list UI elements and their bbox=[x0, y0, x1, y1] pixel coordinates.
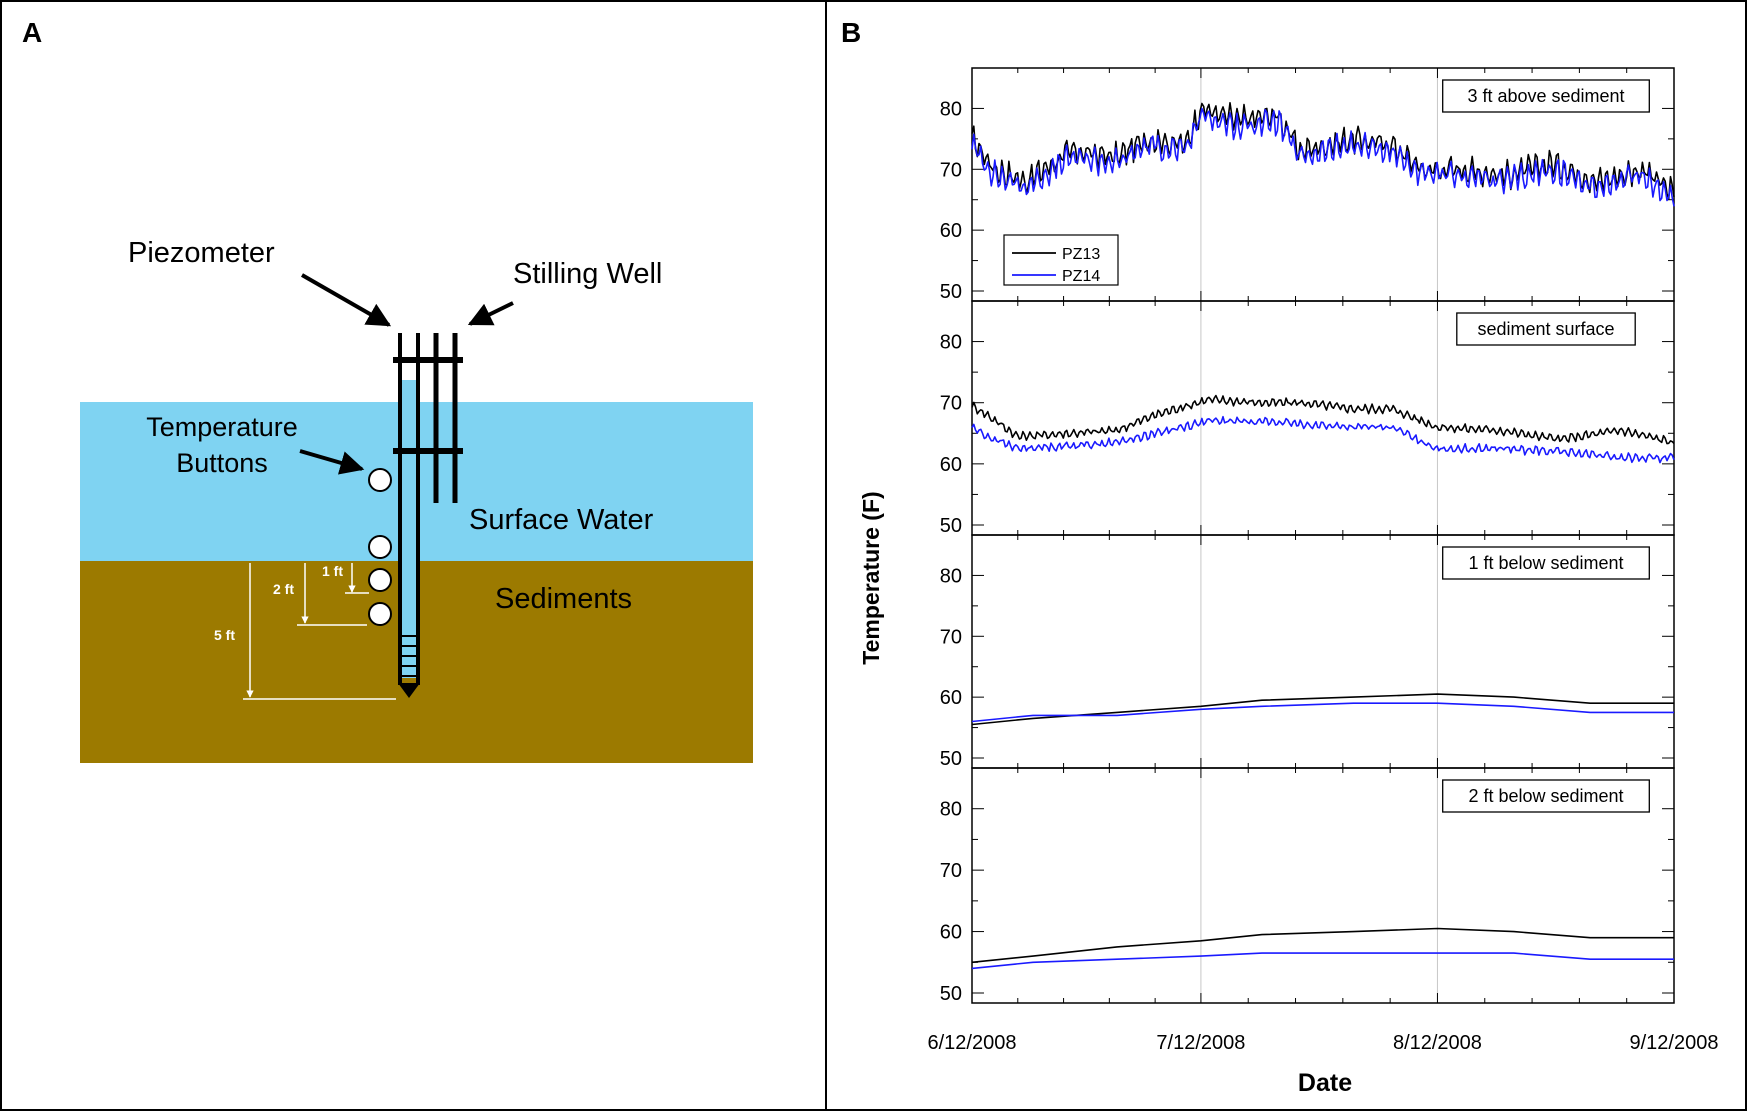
x-axis-label: Date bbox=[1298, 1069, 1352, 1097]
piezometer-pipe bbox=[398, 333, 420, 698]
stilling-well-label: Stilling Well bbox=[513, 258, 662, 290]
subplot: 50 60 70 80 3 ft above sediment PZ13 PZ14 bbox=[940, 67, 1675, 303]
subplot-label: sediment surface bbox=[1477, 319, 1614, 339]
subplot-label: 1 ft below sediment bbox=[1468, 553, 1623, 573]
temperature-buttons-label-line2: Buttons bbox=[176, 448, 268, 478]
series-line-pz14 bbox=[971, 415, 1675, 464]
temperature-buttons-label-line1: Temperature bbox=[146, 412, 298, 442]
y-tick-label: 60 bbox=[940, 922, 962, 944]
subplot-label-box bbox=[1456, 312, 1636, 346]
series-line-pz14 bbox=[971, 702, 1674, 723]
y-tick-label: 50 bbox=[940, 281, 962, 303]
temperature-button bbox=[368, 535, 392, 559]
legend-label-pz14: PZ14 bbox=[1062, 268, 1100, 285]
y-tick-label: 70 bbox=[940, 626, 962, 648]
temperature-button bbox=[368, 468, 392, 492]
subplot-label-box bbox=[1442, 79, 1650, 113]
subplot-label-box bbox=[1442, 546, 1650, 580]
y-tick-label: 70 bbox=[940, 159, 962, 181]
legend-box bbox=[1003, 234, 1119, 286]
panel-a: A Piezo bbox=[22, 17, 753, 763]
y-tick-label: 80 bbox=[940, 332, 962, 354]
y-tick-label: 50 bbox=[940, 983, 962, 1005]
series-line-pz14 bbox=[971, 952, 1674, 970]
x-tick-label: 6/12/2008 bbox=[928, 1032, 1017, 1054]
y-tick-label: 70 bbox=[940, 860, 962, 882]
piezometer-arrow bbox=[301, 273, 392, 327]
x-tick-label: 9/12/2008 bbox=[1630, 1032, 1719, 1054]
series-line-pz14 bbox=[971, 107, 1675, 207]
series-line-pz13 bbox=[971, 693, 1674, 726]
subplot-label: 2 ft below sediment bbox=[1468, 786, 1623, 806]
x-tick-label: 7/12/2008 bbox=[1156, 1032, 1245, 1054]
x-tick-label: 8/12/2008 bbox=[1393, 1032, 1482, 1054]
subplot-label-box bbox=[1442, 779, 1650, 813]
temperature-button bbox=[368, 568, 392, 592]
stilling-well-arrow bbox=[467, 301, 514, 326]
subplot: 50 60 70 80 2 ft below sediment bbox=[940, 767, 1675, 1005]
temperature-buttons-arrow bbox=[299, 449, 365, 475]
y-axis-label: Temperature (F) bbox=[858, 491, 884, 664]
y-tick-label: 50 bbox=[940, 515, 962, 537]
y-tick-label: 80 bbox=[940, 98, 962, 120]
clamp-top bbox=[393, 357, 463, 363]
y-tick-label: 60 bbox=[940, 687, 962, 709]
panel-b: B Temperature (F) Date 50 60 70 80 3 ft abov… bbox=[841, 17, 1718, 1097]
legend-label-pz13: PZ13 bbox=[1062, 246, 1100, 263]
plot-area: 50 60 70 80 3 ft above sediment PZ13 PZ14 50 60 7… bbox=[928, 67, 1719, 1054]
surface-water-label: Surface Water bbox=[469, 504, 654, 536]
y-tick-label: 60 bbox=[940, 220, 962, 242]
subplot: 50 60 70 80 1 ft below sediment bbox=[940, 534, 1675, 770]
piezometer-label: Piezometer bbox=[128, 237, 275, 269]
depth-2ft-label: 2 ft bbox=[273, 581, 294, 597]
temperature-button bbox=[368, 602, 392, 626]
y-tick-label: 80 bbox=[940, 565, 962, 587]
subplot: 50 60 70 80 sediment surface bbox=[940, 300, 1675, 537]
subplot-frame bbox=[971, 767, 1675, 1004]
y-tick-label: 60 bbox=[940, 454, 962, 476]
y-tick-label: 70 bbox=[940, 393, 962, 415]
y-tick-label: 80 bbox=[940, 799, 962, 821]
clamp-bottom bbox=[393, 448, 463, 454]
depth-dimensions bbox=[243, 563, 396, 700]
panel-a-letter: A bbox=[22, 17, 42, 48]
series-line-pz13 bbox=[971, 102, 1675, 201]
y-tick-label: 50 bbox=[940, 748, 962, 770]
depth-5ft-label: 5 ft bbox=[214, 627, 235, 643]
series-line-pz13 bbox=[971, 927, 1674, 964]
depth-1ft-label: 1 ft bbox=[322, 563, 343, 579]
sediments-label: Sediments bbox=[495, 583, 632, 615]
panel-b-letter: B bbox=[841, 17, 861, 48]
subplot-label: 3 ft above sediment bbox=[1467, 86, 1624, 106]
series-line-pz13 bbox=[971, 394, 1675, 445]
